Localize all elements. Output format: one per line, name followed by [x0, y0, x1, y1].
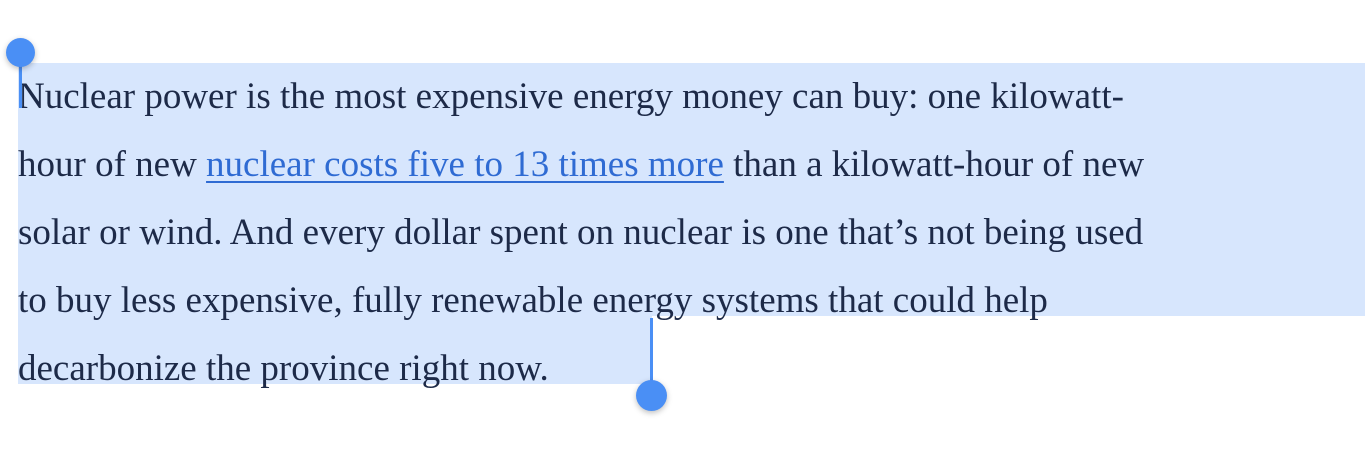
- selection-highlight: [18, 316, 652, 384]
- selection-start-stem[interactable]: [19, 52, 22, 108]
- text-line[interactable]: solar or wind. And every dollar spent on…: [18, 212, 1144, 253]
- text[interactable]: than a kilowatt-hour of new: [723, 144, 1145, 185]
- selection-highlight: [18, 63, 1365, 316]
- text-line[interactable]: hour of new nuclear costs five to 13 tim…: [18, 131, 1144, 199]
- text-line[interactable]: Nuclear power is the most expensive ener…: [18, 76, 1124, 117]
- selection-end-stem[interactable]: [650, 318, 653, 392]
- selection-start-handle[interactable]: [6, 38, 35, 67]
- selection-end-handle[interactable]: [636, 380, 667, 411]
- link[interactable]: nuclear costs five to 13 times more: [206, 144, 724, 185]
- text-line[interactable]: to buy less expensive, fully renewable e…: [18, 280, 1048, 321]
- text-line[interactable]: decarbonize the province right now.: [18, 348, 549, 389]
- text[interactable]: hour of new: [18, 144, 207, 185]
